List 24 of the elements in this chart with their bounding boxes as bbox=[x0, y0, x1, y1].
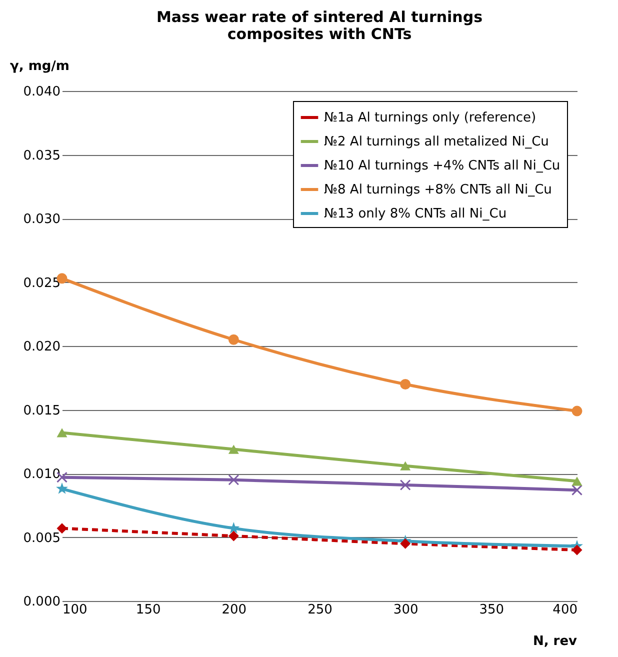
y-tick-label: 0.005 bbox=[23, 530, 60, 546]
x-tick-label: 350 bbox=[479, 602, 504, 618]
x-tick-label: 100 bbox=[62, 602, 88, 618]
y-axis-title: γ, mg/m bbox=[10, 59, 70, 74]
legend-label: №13 only 8% CNTs all Ni_Cu bbox=[324, 206, 507, 222]
x-tick-label: 250 bbox=[308, 602, 332, 618]
legend-label: №2 Al turnings all metalized Ni_Cu bbox=[324, 134, 549, 150]
y-tick-label: 0.010 bbox=[23, 467, 60, 482]
x-tick-label: 300 bbox=[393, 602, 418, 618]
x-axis-title: N, rev bbox=[532, 634, 578, 649]
y-tick-label: 0.025 bbox=[23, 276, 60, 291]
y-tick-label: 0.030 bbox=[23, 212, 60, 227]
chart-title: Mass wear rate of sintered Al turnings composites with CNTs bbox=[156, 8, 483, 43]
x-tick-label: 400 bbox=[552, 602, 578, 618]
y-tick-label: 0.035 bbox=[23, 148, 60, 164]
x-tick-label: 150 bbox=[136, 602, 161, 618]
legend-label: №8 Al turnings +8% CNTs all Ni_Cu bbox=[324, 182, 552, 198]
x-tick-label: 200 bbox=[222, 602, 247, 618]
legend-label: №1a Al turnings only (reference) bbox=[324, 110, 536, 126]
y-tick-label: 0.020 bbox=[23, 340, 60, 354]
legend-label: №10 Al turnings +4% CNTs all Ni_Cu bbox=[324, 158, 560, 174]
y-tick-label: 0.000 bbox=[23, 594, 60, 610]
y-tick-label: 0.015 bbox=[23, 403, 60, 418]
y-tick-label: 0.040 bbox=[23, 84, 60, 100]
